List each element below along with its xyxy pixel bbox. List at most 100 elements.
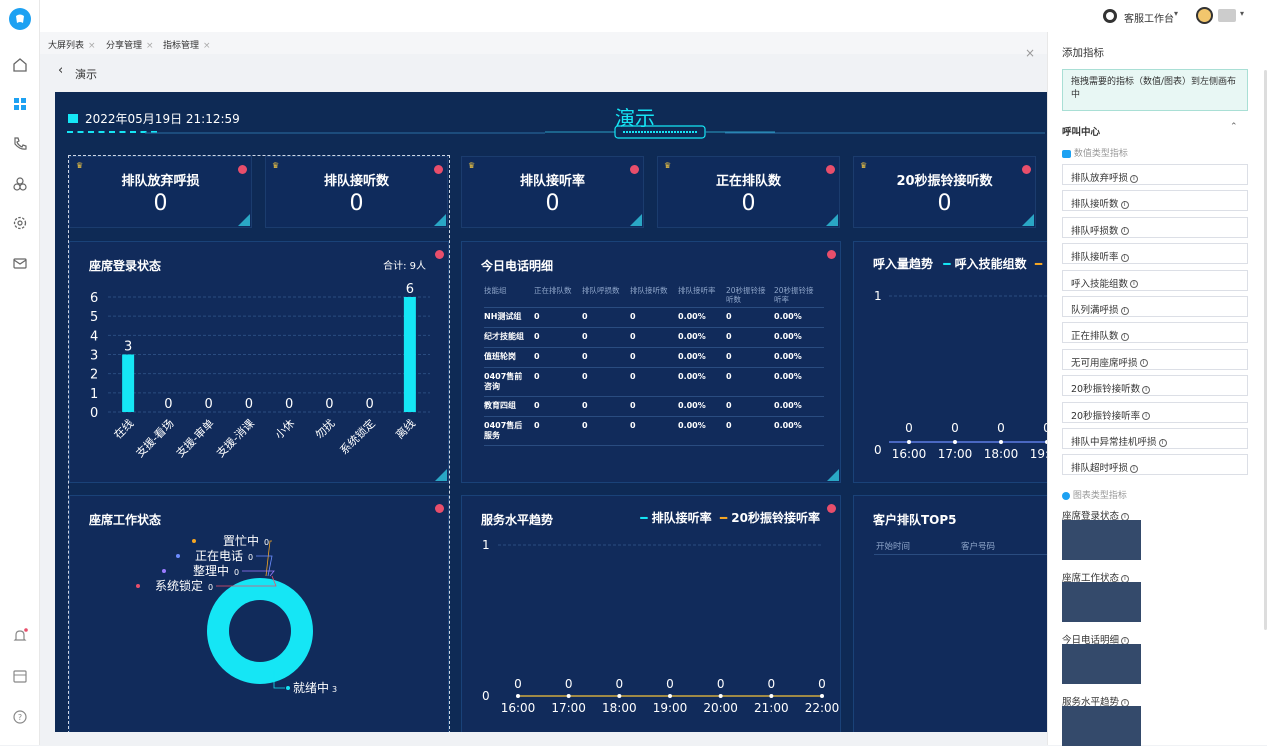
page-title: 演示 <box>75 68 97 81</box>
table-cell: 0.00% <box>678 372 706 381</box>
metric-label: 排队呼损数 <box>1071 225 1119 237</box>
section-title[interactable]: 呼叫中心 <box>1062 127 1101 138</box>
scrollbar[interactable] <box>1264 70 1267 630</box>
app-logo-icon[interactable] <box>9 8 31 30</box>
resize-handle[interactable] <box>827 469 839 481</box>
leader-line <box>242 570 275 577</box>
remove-icon[interactable] <box>826 165 835 174</box>
kpi-title: 排队接听率 <box>519 174 585 189</box>
remove-icon[interactable] <box>827 504 836 513</box>
calendar-icon[interactable] <box>12 668 28 684</box>
info-icon[interactable]: i <box>1120 227 1129 236</box>
remove-icon[interactable] <box>827 250 836 259</box>
queue-top5-panel[interactable]: 客户排队TOP5 开始时间 客户号码 <box>853 495 1047 732</box>
info-icon[interactable]: i <box>1130 174 1139 183</box>
table-cell: 0 <box>726 352 732 361</box>
metric-label: 无可用座席呼损 <box>1071 357 1138 369</box>
service-trend-panel[interactable]: 服务水平趋势 ━ 排队接听率 ━ 20秒振铃接听率 1 0 0 16:00 0 17:00… <box>461 495 841 732</box>
table-cell: 0 <box>534 401 540 410</box>
metric-item[interactable]: 排队放弃呼损 i <box>1062 164 1248 185</box>
kpi-card[interactable]: ♛ 排队接听率 0 <box>461 156 644 228</box>
chart-thumbnail[interactable] <box>1062 706 1141 746</box>
users-icon[interactable] <box>12 176 28 192</box>
metric-item[interactable]: 无可用座席呼损 i <box>1062 348 1248 370</box>
avatar[interactable] <box>1196 7 1213 24</box>
help-icon[interactable]: ? <box>12 709 28 725</box>
user-name-blur[interactable] <box>1218 9 1236 22</box>
metric-item[interactable]: 呼入技能组数 i <box>1062 269 1248 291</box>
info-icon[interactable]: i <box>1139 359 1148 368</box>
metric-item[interactable]: 排队接听数 i <box>1062 190 1248 212</box>
work-status-panel[interactable]: 座席工作状态 置忙中 0 正在电话 0 整理中 0 系统锁定 0 就绪中 3 <box>69 495 449 732</box>
kpi-card[interactable]: ♛ 20秒振铃接听数 0 <box>853 156 1036 228</box>
metric-item[interactable]: 20秒振铃接听率 i <box>1062 401 1248 423</box>
info-icon[interactable]: i <box>1120 253 1129 262</box>
remove-icon[interactable] <box>435 504 444 513</box>
data-label: 0 <box>768 677 776 691</box>
close-panel-icon[interactable]: × <box>1025 46 1036 60</box>
bell-icon[interactable] <box>12 628 28 644</box>
resize-handle[interactable] <box>435 469 447 481</box>
info-icon[interactable]: i <box>1130 280 1139 289</box>
remove-icon[interactable] <box>434 165 443 174</box>
info-icon[interactable]: i <box>1142 385 1151 394</box>
resize-handle[interactable] <box>434 214 446 226</box>
kpi-card[interactable]: ♛ 排队放弃呼损 0 <box>69 156 252 228</box>
point <box>820 694 824 698</box>
data-label: 0 <box>905 421 913 435</box>
headset-icon <box>1103 9 1117 23</box>
legend-label: 整理中 <box>193 563 229 578</box>
bar <box>403 297 416 412</box>
metric-item[interactable]: 排队中异常挂机呼损 i <box>1062 428 1248 449</box>
chevron-up-icon[interactable]: ⌃ <box>1230 122 1238 132</box>
back-icon[interactable]: ‹ <box>58 63 64 78</box>
info-icon[interactable]: i <box>1142 412 1151 421</box>
title-decoration <box>545 125 775 139</box>
info-icon[interactable]: i <box>1120 332 1129 341</box>
metric-item[interactable]: 排队呼损数 i <box>1062 216 1248 238</box>
resize-handle[interactable] <box>630 214 642 226</box>
metric-item[interactable]: 排队接听率 i <box>1062 243 1248 265</box>
tab-metric-manage[interactable]: 指标管理 × <box>163 41 211 51</box>
kpi-card[interactable]: ♛ 正在排队数 0 <box>657 156 840 228</box>
table-header-cell: 排队接听率 <box>678 286 716 295</box>
dashboard-icon[interactable] <box>12 96 28 112</box>
remove-icon[interactable] <box>238 165 247 174</box>
home-icon[interactable] <box>12 57 28 73</box>
remove-icon[interactable] <box>1022 165 1031 174</box>
chart-thumbnail[interactable] <box>1062 520 1141 560</box>
metric-item[interactable]: 队列满呼损 i <box>1062 296 1248 317</box>
call-detail-panel[interactable]: 今日电话明细 技能组 正在排队数 排队呼损数 排队接听数 排队接听率 20秒振铃接听数 20… <box>461 241 841 483</box>
phone-icon[interactable] <box>12 136 28 152</box>
workbench-dropdown[interactable]: 客服工作台 <box>1124 14 1174 25</box>
remove-icon[interactable] <box>630 165 639 174</box>
info-icon[interactable]: i <box>1130 464 1139 473</box>
tab-share-manage[interactable]: 分享管理 × <box>106 41 154 51</box>
chart-thumbnail[interactable] <box>1062 644 1141 684</box>
metric-item[interactable]: 正在排队数 i <box>1062 322 1248 344</box>
info-icon[interactable]: i <box>1158 438 1167 447</box>
resize-handle[interactable] <box>1022 214 1034 226</box>
table-cell: 0 <box>582 332 588 341</box>
kpi-card[interactable]: ♛ 排队接听数 0 <box>265 156 448 228</box>
settings-icon[interactable] <box>12 215 28 231</box>
chart-metric-label: 服务水平趋势 <box>1062 697 1120 708</box>
mail-icon[interactable] <box>12 255 28 271</box>
info-icon[interactable]: i <box>1120 200 1129 209</box>
data-label: 0 <box>204 397 212 412</box>
close-icon: × <box>146 41 154 51</box>
call-trend-panel[interactable]: 呼入量趋势 ━ 呼入技能组数 ━ 1 0 0 16:00 0 17:00 0 18:00 0 19… <box>853 241 1047 483</box>
chart-thumbnail[interactable] <box>1062 582 1141 622</box>
metric-item[interactable]: 20秒振铃接听数 i <box>1062 375 1248 397</box>
donut-ring <box>207 578 313 684</box>
data-label: 0 <box>997 421 1005 435</box>
x-tick-label: 19:00 <box>653 701 688 715</box>
info-icon[interactable]: i <box>1120 306 1129 315</box>
point <box>769 694 774 698</box>
tab-screen-list[interactable]: 大屏列表 × <box>48 41 96 51</box>
resize-handle[interactable] <box>238 214 250 226</box>
remove-icon[interactable] <box>435 250 444 259</box>
login-status-panel[interactable]: 座席登录状态 合计: 9人 0 1 2 3 4 5 6 3 在线 0 支援-看场 0 支援-审单 0 支援-… <box>69 241 449 483</box>
metric-item[interactable]: 排队超时呼损 i <box>1062 454 1248 476</box>
resize-handle[interactable] <box>826 214 838 226</box>
